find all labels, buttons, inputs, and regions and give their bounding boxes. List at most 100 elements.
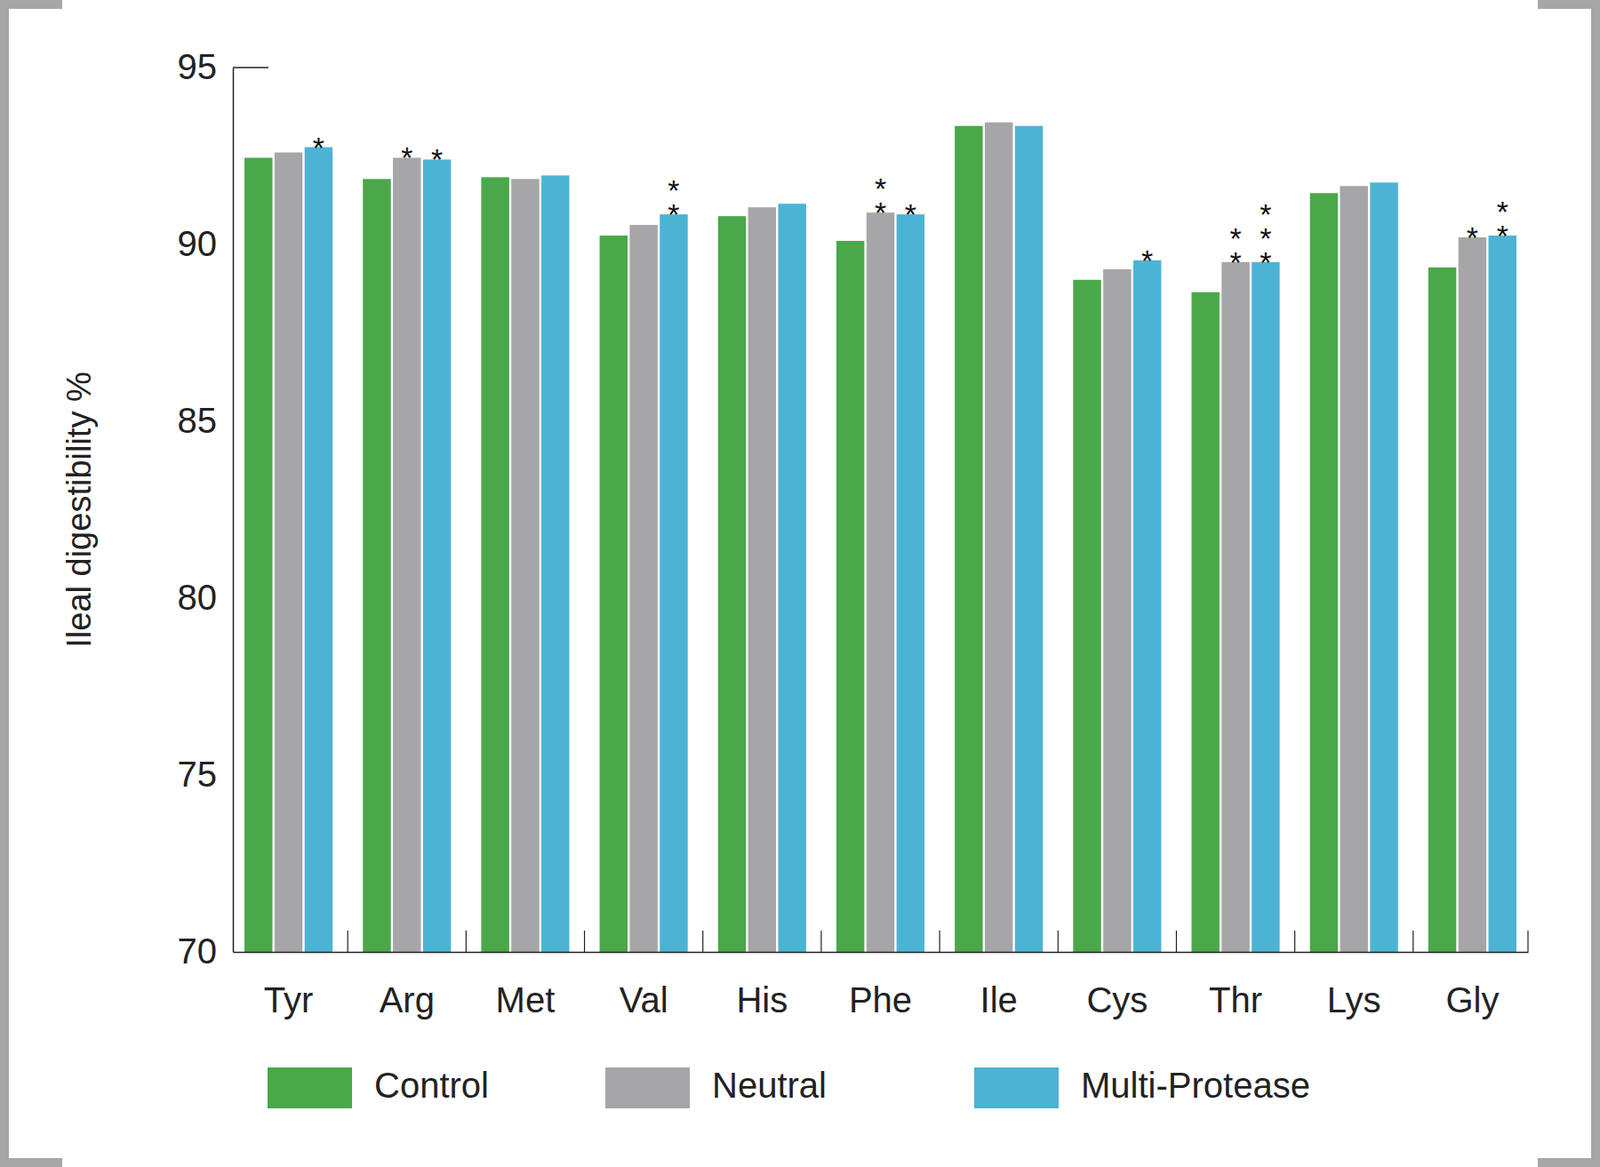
y-tick: 90 xyxy=(177,224,234,264)
y-tick: 75 xyxy=(177,754,234,794)
y-tick-label: 80 xyxy=(177,577,218,617)
group-divider xyxy=(465,930,467,952)
legend-swatch xyxy=(605,1067,690,1109)
bar xyxy=(1133,260,1161,952)
x-tick-label: Cys xyxy=(1086,980,1148,1020)
legend-item: Neutral xyxy=(605,1065,827,1109)
legend-swatch xyxy=(267,1067,352,1109)
bar xyxy=(600,235,628,952)
y-top-tick xyxy=(232,66,269,69)
group-divider xyxy=(584,930,585,952)
legend-item: Control xyxy=(267,1065,489,1109)
group-divider xyxy=(938,930,940,952)
significance-mark: * xyxy=(1229,245,1241,280)
group-divider xyxy=(347,930,349,952)
significance-mark: * xyxy=(667,197,680,232)
x-axis: TyrArgMetValHisPheIleCysThrLysGly xyxy=(233,952,1529,1020)
significance-labels: ***************** xyxy=(312,130,1509,280)
x-tick-label: Ile xyxy=(980,980,1018,1020)
group-divider xyxy=(1412,930,1414,952)
bar xyxy=(480,176,509,952)
group-divider xyxy=(1176,930,1177,952)
bar xyxy=(896,214,925,952)
bar xyxy=(423,159,451,952)
frame-brackets xyxy=(4,4,1596,1163)
significance-label: * xyxy=(904,197,917,232)
bar xyxy=(659,214,688,952)
y-tick: 85 xyxy=(177,400,234,440)
bar xyxy=(1191,292,1219,952)
legend-label: Multi-Protease xyxy=(1080,1065,1311,1105)
bar xyxy=(511,178,539,952)
x-tick: Cys xyxy=(1086,952,1148,1020)
bar xyxy=(1310,192,1338,952)
significance-mark: * xyxy=(400,140,413,175)
bar xyxy=(954,126,983,952)
bar xyxy=(1458,237,1487,952)
significance-label: * xyxy=(1466,220,1479,255)
significance-label: ** xyxy=(874,171,887,230)
significance-mark: * xyxy=(312,130,325,165)
right-bracket xyxy=(1537,4,1596,1163)
y-axis: 70 75 80 85 90 95 xyxy=(177,47,234,971)
x-tick-label: Thr xyxy=(1208,980,1263,1020)
x-tick: His xyxy=(736,952,788,1020)
y-axis-title: Ileal digestibility % xyxy=(60,371,98,648)
x-axis-line xyxy=(233,952,1529,954)
significance-label: ** xyxy=(1496,194,1509,253)
bars xyxy=(244,122,1517,952)
bar xyxy=(984,122,1013,952)
bar xyxy=(244,157,272,952)
x-tick: Arg xyxy=(379,952,435,1020)
group-divider xyxy=(1057,930,1059,952)
bar xyxy=(304,147,333,952)
group-divider xyxy=(702,930,704,952)
y-tick-label: 90 xyxy=(177,224,218,264)
bar xyxy=(1369,182,1398,952)
y-tick: 95 xyxy=(177,47,234,87)
significance-label: * xyxy=(1141,243,1153,278)
y-tick-label: 75 xyxy=(177,754,218,794)
y-tick: 80 xyxy=(177,577,234,617)
bar xyxy=(392,157,421,952)
group-divider xyxy=(1294,930,1296,952)
y-tick-label: 85 xyxy=(177,400,218,440)
x-tick-label: Arg xyxy=(379,980,435,1020)
bar xyxy=(1103,269,1131,952)
chart: *****************707580859095TyrArgMetVa… xyxy=(0,0,1600,1167)
significance-mark: * xyxy=(1141,243,1153,278)
significance-label: * xyxy=(431,142,443,176)
bar xyxy=(274,152,303,952)
bar xyxy=(1428,267,1456,952)
legend-swatch xyxy=(974,1067,1059,1109)
x-tick: Thr xyxy=(1208,952,1263,1020)
significance-mark: * xyxy=(1466,220,1479,255)
x-tick-label: Gly xyxy=(1445,980,1499,1020)
legend-label: Neutral xyxy=(712,1065,827,1105)
x-tick: Gly xyxy=(1445,952,1499,1020)
group-dividers xyxy=(347,930,1528,952)
bar xyxy=(1072,280,1101,952)
significance-label: ** xyxy=(1229,221,1241,280)
y-tick-label: 70 xyxy=(177,931,218,971)
bar xyxy=(362,178,391,952)
significance-label: * xyxy=(312,130,325,165)
x-tick: Ile xyxy=(980,952,1018,1020)
x-tick: Met xyxy=(496,952,556,1020)
significance-mark: * xyxy=(904,197,917,232)
bar xyxy=(1221,262,1249,952)
x-tick-label: His xyxy=(736,980,788,1020)
legend-label: Control xyxy=(374,1065,489,1105)
x-tick: Tyr xyxy=(264,952,314,1020)
significance-mark: * xyxy=(1496,218,1509,253)
x-tick-label: Met xyxy=(496,980,556,1020)
group-divider xyxy=(1527,930,1528,952)
y-tick: 70 xyxy=(177,931,234,971)
bar xyxy=(1251,262,1280,952)
bar xyxy=(541,175,569,952)
x-tick-label: Val xyxy=(619,980,669,1020)
bar xyxy=(1015,126,1043,952)
bar xyxy=(777,203,806,952)
x-tick: Phe xyxy=(848,952,912,1020)
bar xyxy=(866,212,895,952)
